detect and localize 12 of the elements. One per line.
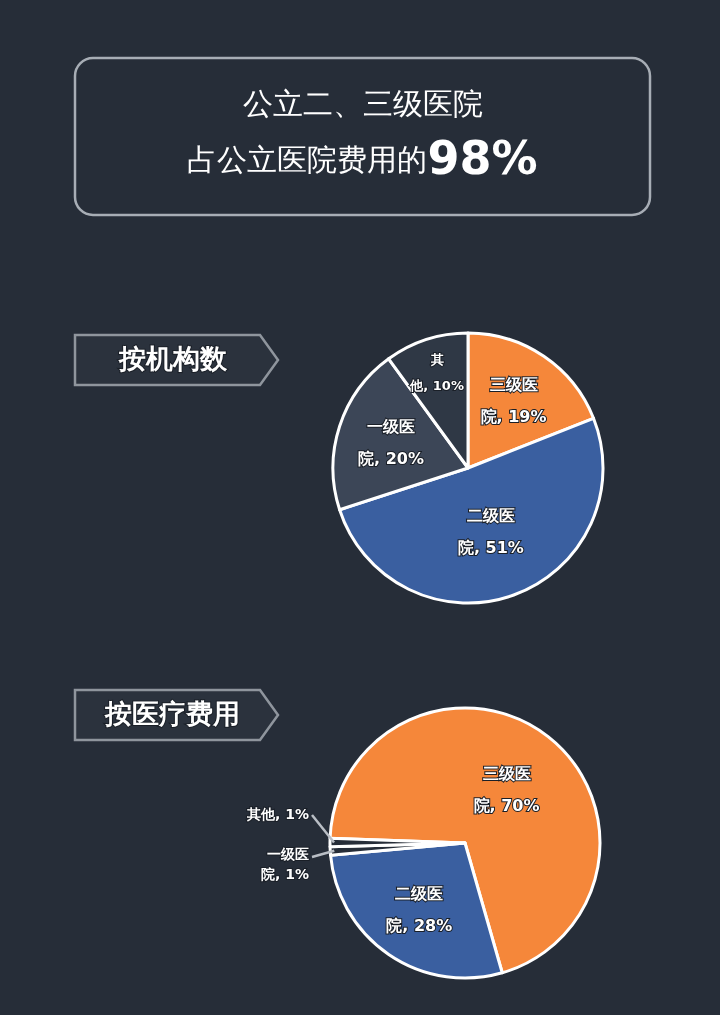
slice-label: 一级医院, 20%	[357, 416, 424, 468]
slice-label: 其他, 1%	[246, 806, 309, 822]
slice-label: 三级医院, 19%	[480, 374, 547, 426]
chart-title: 按医疗费用	[104, 697, 240, 729]
slice-label: 一级医院, 1%	[261, 846, 309, 882]
text: 占公立医院费用的98%	[187, 130, 538, 185]
slice-label: 二级医院, 28%	[386, 883, 453, 935]
chart-title: 按机构数	[117, 342, 228, 374]
slice-label: 二级医院, 51%	[457, 505, 524, 557]
slice-label: 三级医院, 70%	[473, 763, 540, 815]
slice-label: 其他, 10%	[409, 351, 464, 393]
text: 公立二、三级医院	[242, 85, 483, 121]
